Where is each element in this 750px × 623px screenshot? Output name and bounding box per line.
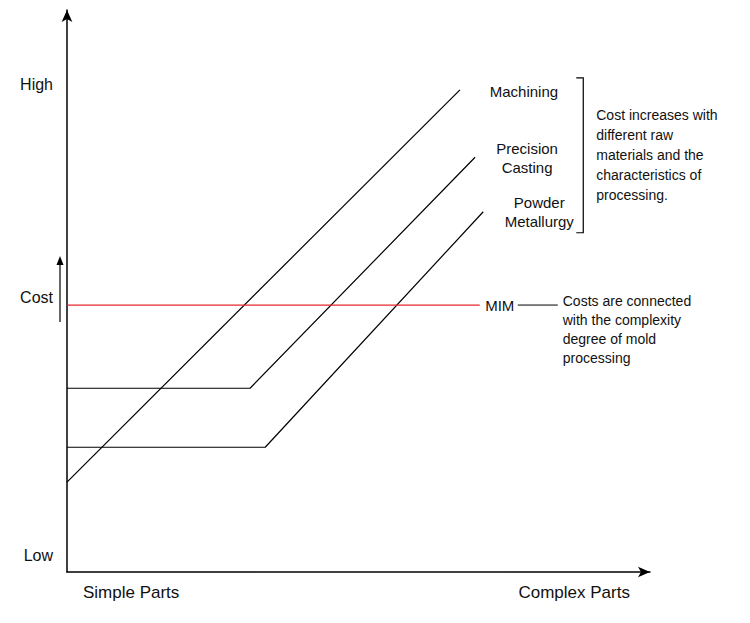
svg-text:Metallurgy: Metallurgy [505,213,575,230]
svg-text:Precision: Precision [496,140,558,157]
svg-text:MIM: MIM [485,297,514,314]
svg-text:Machining: Machining [490,83,558,100]
svg-text:Powder: Powder [514,194,565,211]
svg-text:Cost increases with: Cost increases with [596,107,721,123]
svg-text:processing: processing [563,350,631,366]
svg-text:Complex Parts: Complex Parts [518,583,629,602]
svg-text:characteristics of: characteristics of [596,167,705,183]
svg-text:different raw: different raw [596,127,677,143]
svg-text:materials and the: materials and the [596,147,707,163]
svg-text:Simple Parts: Simple Parts [83,583,179,602]
svg-text:Cost: Cost [20,289,53,306]
svg-text:Casting: Casting [502,159,553,176]
svg-text:Costs are connected: Costs are connected [563,293,695,309]
svg-text:degree of mold: degree of mold [563,331,660,347]
svg-text:with the complexity: with the complexity [562,312,685,328]
svg-text:processing.: processing. [596,187,668,203]
svg-text:High: High [20,76,53,93]
svg-text:Low: Low [24,547,54,564]
